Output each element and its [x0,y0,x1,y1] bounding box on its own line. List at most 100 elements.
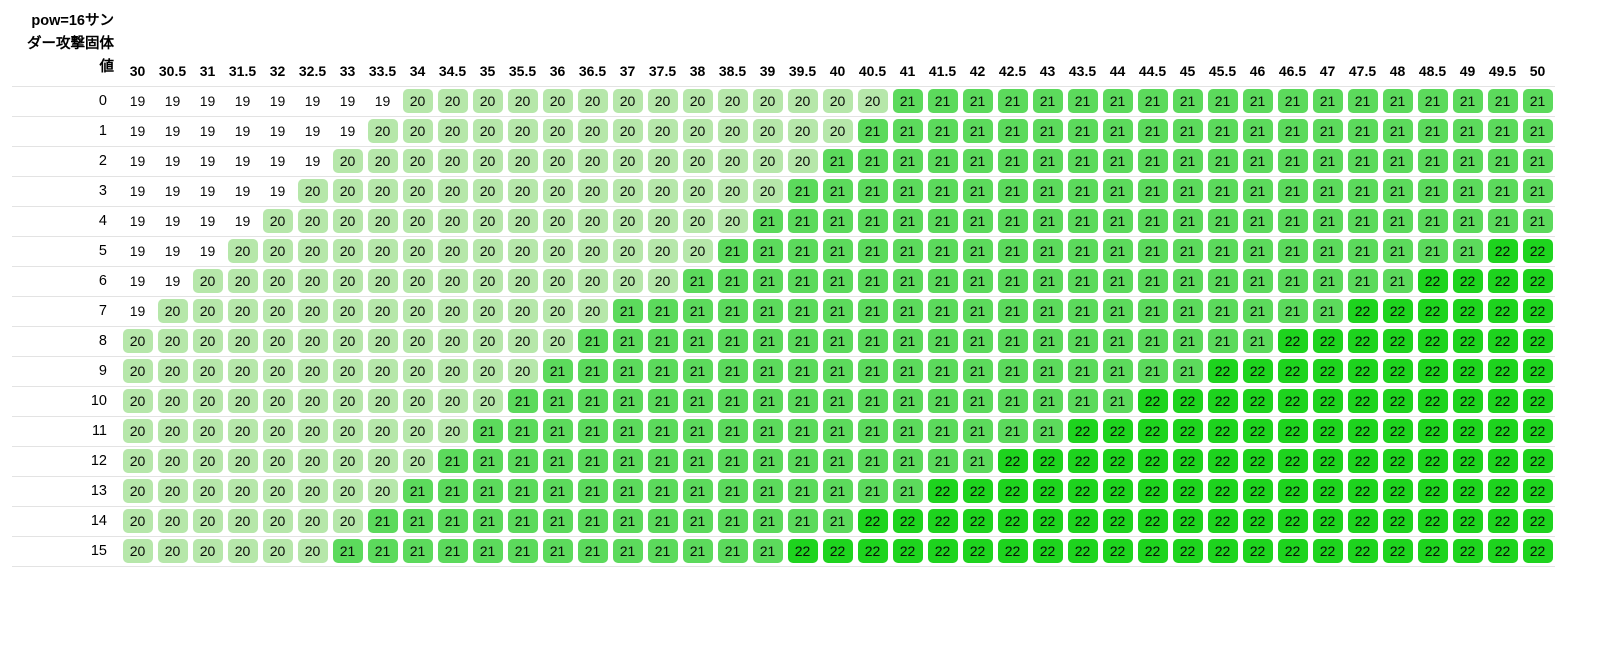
damage-cell: 21 [1207,269,1238,294]
damage-cell: 21 [402,509,433,534]
damage-cell: 20 [402,269,433,294]
damage-cell: 21 [507,449,538,474]
column-header: 48 [1389,62,1406,79]
damage-cell: 21 [1102,389,1133,414]
damage-cell: 22 [1452,419,1483,444]
damage-cell: 19 [129,93,146,110]
damage-cell: 20 [332,179,363,204]
damage-cell: 21 [717,359,748,384]
damage-cell: 19 [234,123,251,140]
damage-cell: 20 [227,299,258,324]
damage-cell: 20 [507,239,538,264]
damage-cell: 21 [612,539,643,564]
damage-cell: 20 [542,329,573,354]
damage-cell: 21 [717,299,748,324]
damage-cell: 21 [1102,209,1133,234]
damage-cell: 22 [1277,449,1308,474]
damage-cell: 20 [507,119,538,144]
damage-cell: 22 [997,479,1028,504]
damage-cell: 22 [927,479,958,504]
row-label: 7 [98,303,107,320]
damage-cell: 22 [1102,419,1133,444]
damage-cell: 20 [227,269,258,294]
damage-cell: 21 [892,269,923,294]
damage-cell: 21 [752,209,783,234]
table-row: 11 20 20 20 20 20 20 20 20 20 20 21 21 21 21 21 21 21 21 21… [12,416,1555,446]
damage-cell: 19 [164,93,181,110]
damage-cell: 21 [1417,179,1448,204]
table-row: 15 20 20 20 20 20 20 21 21 21 21 21 21 21 21 21 21 21 21 21… [12,536,1555,566]
damage-cell: 21 [962,269,993,294]
damage-cell: 20 [472,329,503,354]
damage-cell: 21 [682,509,713,534]
damage-cell: 19 [129,213,146,230]
damage-cell: 21 [577,389,608,414]
damage-cell: 20 [367,149,398,174]
damage-cell: 21 [612,299,643,324]
damage-cell: 22 [1347,359,1378,384]
damage-cell: 21 [927,329,958,354]
damage-cell: 20 [507,359,538,384]
damage-cell: 21 [1347,209,1378,234]
table-row: 9 20 20 20 20 20 20 20 20 20 20 20 20 21 21 21 21 21 21 21 2… [12,356,1555,386]
damage-cell: 21 [1172,149,1203,174]
damage-cell: 20 [262,299,293,324]
damage-cell: 21 [1312,269,1343,294]
damage-cell: 21 [682,419,713,444]
damage-cell: 21 [752,329,783,354]
column-header: 41 [899,62,916,79]
damage-cell: 20 [472,269,503,294]
damage-cell: 20 [647,179,678,204]
damage-cell: 21 [402,539,433,564]
damage-cell: 21 [1312,239,1343,264]
damage-cell: 21 [1382,149,1413,174]
damage-cell: 22 [1452,479,1483,504]
damage-cell: 21 [927,389,958,414]
damage-cell: 21 [1032,89,1063,114]
damage-cell: 21 [787,269,818,294]
table-row: 3 19 19 19 19 19 20 20 20 20 20 20 20 20 20 20 20 20 20 20 2… [12,176,1555,206]
damage-cell: 22 [1137,539,1168,564]
damage-cell: 20 [787,89,818,114]
damage-cell: 19 [339,93,356,110]
damage-cell: 21 [1312,179,1343,204]
damage-cell: 20 [157,479,188,504]
damage-cell: 21 [1137,149,1168,174]
damage-cell: 21 [1312,299,1343,324]
damage-cell: 22 [1382,509,1413,534]
column-header: 34.5 [438,62,467,79]
damage-cell: 20 [787,119,818,144]
damage-cell: 21 [1067,389,1098,414]
row-label: 10 [90,393,107,410]
damage-cell: 20 [367,239,398,264]
damage-cell: 19 [304,93,321,110]
damage-cell: 21 [1102,269,1133,294]
damage-cell: 21 [962,209,993,234]
row-label: 14 [90,513,107,530]
damage-cell: 21 [962,89,993,114]
damage-cell: 21 [997,389,1028,414]
damage-cell: 21 [892,449,923,474]
damage-cell: 20 [577,149,608,174]
damage-cell: 22 [1207,539,1238,564]
damage-cell: 20 [577,209,608,234]
damage-cell: 19 [304,123,321,140]
damage-cell: 21 [612,479,643,504]
damage-cell: 21 [1137,269,1168,294]
damage-cell: 21 [892,419,923,444]
damage-cell: 21 [787,239,818,264]
damage-cell: 21 [1032,299,1063,324]
damage-cell: 21 [1207,89,1238,114]
damage-cell: 22 [1277,419,1308,444]
damage-cell: 21 [1487,209,1518,234]
column-header: 43.5 [1068,62,1097,79]
column-header: 31.5 [228,62,257,79]
damage-cell: 21 [857,239,888,264]
damage-cell: 22 [1137,449,1168,474]
damage-cell: 21 [997,269,1028,294]
damage-cell: 22 [1137,509,1168,534]
damage-cell: 21 [997,119,1028,144]
damage-cell: 21 [1417,209,1448,234]
damage-cell: 21 [822,149,853,174]
damage-cell: 20 [227,359,258,384]
